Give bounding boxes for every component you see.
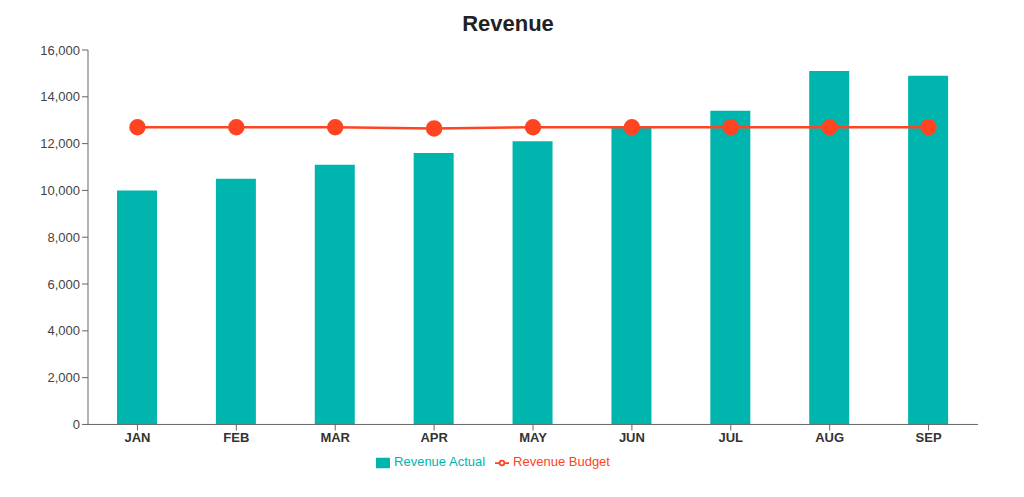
svg-text:JUL: JUL [718,430,743,445]
svg-text:APR: APR [420,430,448,445]
svg-text:0: 0 [73,417,80,432]
svg-text:SEP: SEP [916,430,942,445]
svg-text:MAY: MAY [519,430,547,445]
svg-text:6,000: 6,000 [47,277,80,292]
html-text:Revenue: Revenue [462,11,554,36]
svg-text:AUG: AUG [815,430,844,445]
svg-text:10,000: 10,000 [40,183,80,198]
svg-text:16,000: 16,000 [40,43,80,58]
svg-text:MAR: MAR [320,430,350,445]
svg-text:4,000: 4,000 [47,323,80,338]
svg-text:2,000: 2,000 [47,370,80,385]
svg-text:8,000: 8,000 [47,230,80,245]
html-text:Revenue Actual: Revenue Actual [394,454,486,470]
html-text:Revenue Budget: Revenue Budget [513,454,610,470]
svg-text:12,000: 12,000 [40,136,80,151]
svg-text:14,000: 14,000 [40,89,80,104]
svg-text:JUN: JUN [619,430,645,445]
svg-text:FEB: FEB [223,430,249,445]
svg-text:JAN: JAN [124,430,150,445]
